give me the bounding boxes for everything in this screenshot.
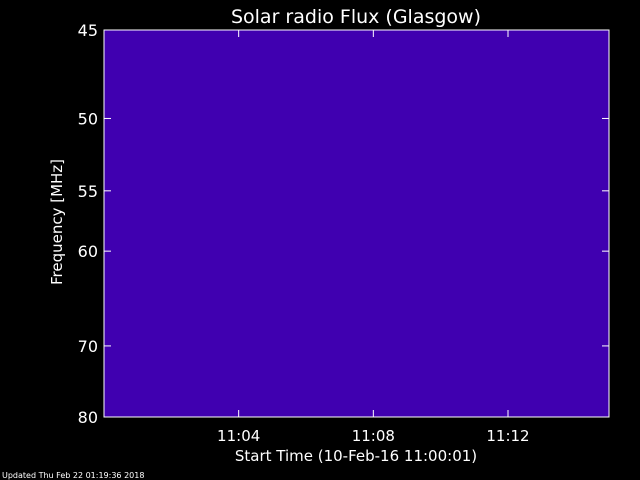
y-tick-label: 80 <box>78 408 98 427</box>
x-tick-label: 11:08 <box>352 427 395 445</box>
y-tick-label: 60 <box>78 242 98 261</box>
updated-timestamp: Updated Thu Feb 22 01:19:36 2018 <box>2 471 144 480</box>
plot-frame <box>103 29 610 418</box>
chart-title: Solar radio Flux (Glasgow) <box>231 6 481 28</box>
y-tick-label: 50 <box>78 109 98 128</box>
x-axis-label: Start Time (10-Feb-16 11:00:01) <box>235 447 477 465</box>
y-axis-label: Frequency [MHz] <box>48 159 66 285</box>
plot-area <box>104 30 609 417</box>
y-tick-label: 55 <box>78 182 98 201</box>
x-tick-label: 11:12 <box>486 427 529 445</box>
x-tick-label: 11:04 <box>217 427 260 445</box>
y-axis: 45 50 55 60 70 80 <box>78 21 609 427</box>
plot-background <box>104 30 609 417</box>
y-tick-label: 45 <box>78 21 98 40</box>
y-tick-label: 70 <box>78 337 98 356</box>
x-axis: 11:04 11:08 11:12 <box>217 30 530 445</box>
